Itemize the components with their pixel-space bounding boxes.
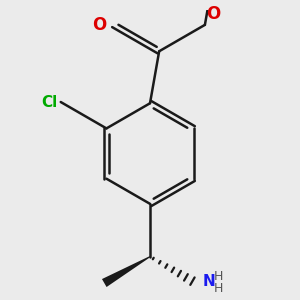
- Text: H: H: [214, 270, 223, 283]
- Text: O: O: [92, 16, 106, 34]
- Text: H: H: [214, 282, 223, 295]
- Text: N: N: [203, 274, 216, 289]
- Polygon shape: [102, 256, 150, 287]
- Text: O: O: [206, 5, 220, 23]
- Text: Cl: Cl: [42, 94, 58, 110]
